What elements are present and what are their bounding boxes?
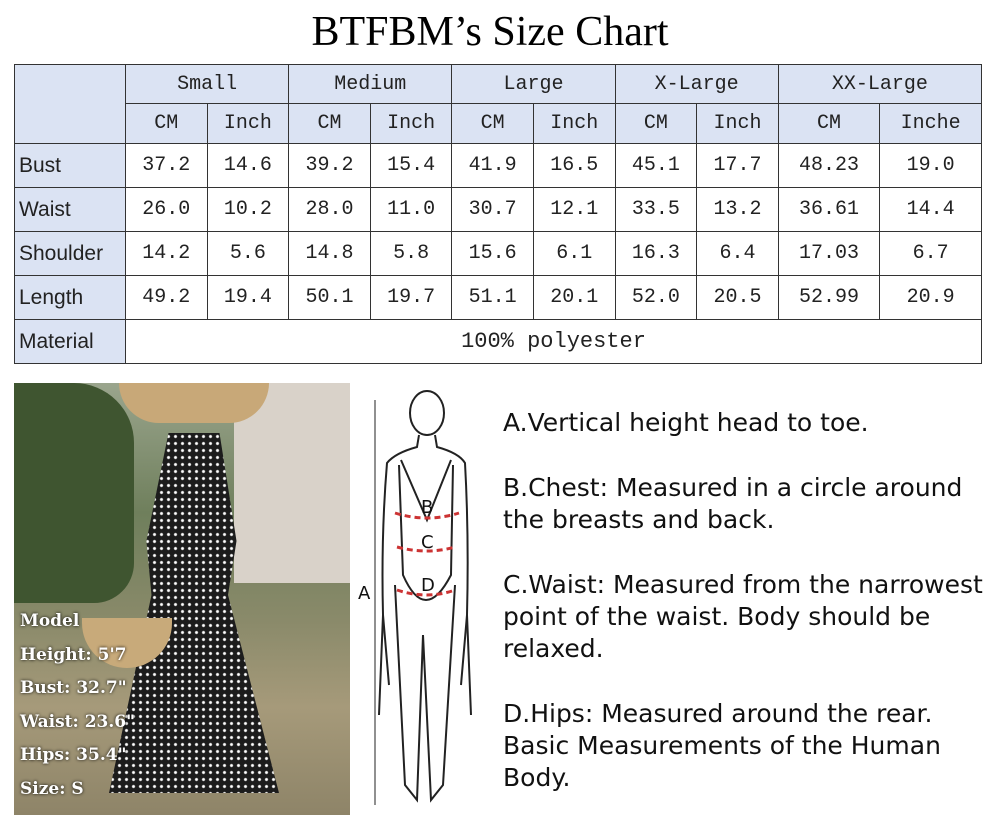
measurement-cell: 50.1 — [288, 275, 371, 320]
row-label: Shoulder — [14, 231, 126, 276]
material-row: Material 100% polyester — [14, 319, 982, 364]
measurement-cell: 30.7 — [451, 187, 534, 232]
measurement-cell: 28.0 — [288, 187, 371, 232]
measurement-cell: 26.0 — [125, 187, 208, 232]
measurement-cell: 14.2 — [125, 231, 208, 276]
unit-header: CM — [777, 103, 881, 144]
model-photo: Model Height: 5'7 Bust: 32.7" Waist: 23.… — [14, 383, 350, 815]
unit-header: Inche — [879, 103, 982, 144]
measurement-cell: 14.8 — [288, 231, 371, 276]
measurement-cell: 49.2 — [125, 275, 208, 320]
row-label: Material — [14, 319, 126, 364]
model-info: Model Height: 5'7 Bust: 32.7" Waist: 23.… — [20, 605, 135, 806]
material-value: 100% polyester — [125, 319, 982, 364]
measurement-row: Length 49.2 19.4 50.1 19.7 51.1 20.1 52.0 20.5 52… — [14, 275, 982, 320]
measurement-cell: 52.99 — [777, 275, 881, 320]
measurement-cell: 6.4 — [696, 231, 779, 276]
measurement-cell: 17.7 — [696, 143, 779, 188]
measurement-cell: 17.03 — [777, 231, 881, 276]
measurement-cell: 6.7 — [879, 231, 982, 276]
model-waist: Waist: 23.6" — [20, 711, 135, 732]
measurement-cell: 19.7 — [369, 275, 453, 320]
unit-header: CM — [614, 103, 698, 144]
model-size: Size: S — [20, 778, 84, 799]
label-b: B — [421, 497, 433, 518]
model-bust: Bust: 32.7" — [20, 678, 127, 698]
unit-header: Inch — [696, 103, 779, 144]
measurement-cell: 20.9 — [879, 275, 982, 320]
description-b: B.Chest: Measured in a circle around the… — [503, 473, 963, 534]
size-header: Large — [451, 64, 616, 104]
measurement-cell: 16.3 — [614, 231, 698, 276]
measurement-cell: 41.9 — [451, 143, 534, 188]
unit-header-row: CM Inch CM Inch CM Inch CM Inch CM Inche — [15, 103, 982, 144]
measurement-cell: 51.1 — [451, 275, 534, 320]
measurement-cell: 6.1 — [532, 231, 616, 276]
model-hips: Hips: 35.4" — [20, 745, 127, 765]
measurement-cell: 19.4 — [206, 275, 290, 320]
model-height: Height: 5'7 — [20, 644, 127, 665]
measurement-cell: 15.6 — [451, 231, 534, 276]
row-label: Bust — [14, 143, 126, 188]
measurement-cell: 13.2 — [696, 187, 779, 232]
row-label: Length — [14, 275, 126, 320]
background-tree — [14, 383, 134, 603]
measurement-cell: 10.2 — [206, 187, 290, 232]
size-header: Medium — [288, 64, 453, 104]
unit-header: Inch — [532, 103, 616, 144]
measurement-cell: 45.1 — [614, 143, 698, 188]
measurement-cell: 36.61 — [777, 187, 881, 232]
description-c: C.Waist: Measured from the narrowest poi… — [503, 570, 983, 663]
measurement-cell: 52.0 — [614, 275, 698, 320]
measurement-cell: 5.6 — [206, 231, 290, 276]
measurement-cell: 15.4 — [369, 143, 453, 188]
size-header-row: Small Medium Large X-Large XX-Large — [14, 64, 983, 144]
hat — [119, 383, 269, 423]
page-title: BTFBM’s Size Chart — [311, 9, 669, 55]
measurement-row: Waist 26.0 10.2 28.0 11.0 30.7 12.1 33.5 13.2 36.… — [14, 187, 982, 232]
unit-header: CM — [125, 103, 208, 144]
corner-cell — [14, 64, 126, 144]
description-a: A.Vertical height head to toe. — [503, 408, 869, 437]
measurement-cell: 39.2 — [288, 143, 371, 188]
description-d: D.Hips: Measured around the rear. Basic … — [503, 699, 941, 792]
measurement-cell: 48.23 — [777, 143, 881, 188]
measurement-cell: 20.5 — [696, 275, 779, 320]
size-header: X-Large — [614, 64, 779, 104]
measurement-row: Shoulder 14.2 5.6 14.8 5.8 15.6 6.1 16.3 6.4 17.0… — [14, 231, 982, 276]
measurement-cell: 14.4 — [879, 187, 982, 232]
unit-header: Inch — [369, 103, 453, 144]
label-d: D — [421, 575, 435, 596]
label-a: A — [358, 583, 371, 604]
measurement-cell: 5.8 — [369, 231, 453, 276]
measurement-cell: 37.2 — [125, 143, 208, 188]
row-label: Waist — [14, 187, 126, 232]
size-header: Small — [124, 64, 290, 104]
label-c: C — [421, 532, 434, 553]
measurement-cell: 11.0 — [369, 187, 453, 232]
unit-header: CM — [451, 103, 534, 144]
unit-header: CM — [288, 103, 371, 144]
measurement-cell: 20.1 — [532, 275, 616, 320]
measurement-cell: 33.5 — [614, 187, 698, 232]
measurement-cell: 19.0 — [879, 143, 982, 188]
measurement-row: Bust 37.2 14.6 39.2 15.4 41.9 16.5 45.1 17.7 48.2… — [14, 143, 982, 188]
body-measurement-figure: A B C D — [358, 390, 472, 805]
unit-header: Inch — [206, 103, 290, 144]
model-heading: Model — [20, 611, 80, 631]
measurement-cell: 16.5 — [532, 143, 616, 188]
size-header: XX-Large — [777, 64, 983, 104]
background-wall — [234, 383, 350, 583]
measurement-cell: 14.6 — [206, 143, 290, 188]
size-chart-table: Small Medium Large X-Large XX-Large CM In… — [14, 64, 983, 364]
measurement-cell: 12.1 — [532, 187, 616, 232]
